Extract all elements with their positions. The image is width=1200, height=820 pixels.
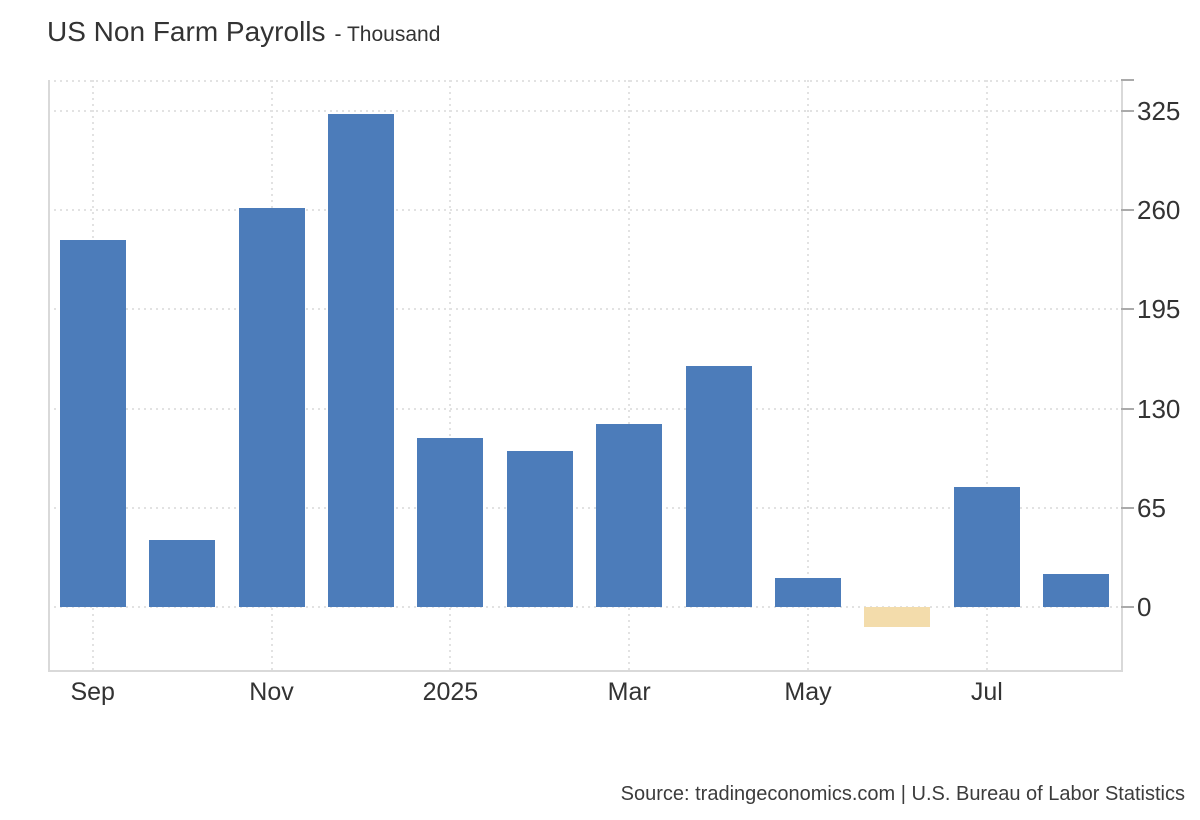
gridline-y-65 (48, 506, 1121, 509)
gridline-y-195 (48, 308, 1121, 311)
bar-apr[interactable] (685, 365, 752, 608)
bar-oct[interactable] (149, 540, 216, 608)
bar-dec[interactable] (327, 113, 394, 608)
source-credit: Source: tradingeconomics.com | U.S. Bure… (620, 783, 1185, 805)
y-axis-label-325: 325 (1137, 95, 1181, 126)
bar-nov[interactable] (238, 208, 305, 608)
x-axis-label-sep: Sep (70, 678, 115, 706)
y-axis-label-260: 260 (1137, 194, 1181, 225)
bar-may[interactable] (775, 578, 842, 608)
gridline-y-260 (48, 208, 1121, 211)
y-axis-label-65: 65 (1137, 492, 1166, 523)
y-axis-top-tick (1121, 79, 1134, 81)
x-axis-label-nov: Nov (249, 678, 294, 706)
gridline-y-0 (48, 606, 1121, 609)
bar-sep[interactable] (59, 240, 126, 608)
y-axis-line (1121, 80, 1123, 672)
y-axis-tick-0 (1121, 606, 1134, 609)
chart-subtitle-text: - Thousand (334, 23, 441, 46)
bar-jul[interactable] (953, 486, 1020, 608)
x-axis-label-may: May (784, 678, 832, 706)
gridline-x-jul (985, 80, 988, 670)
gridline-x-may (807, 80, 810, 670)
gridline-y-325 (48, 109, 1121, 112)
y-axis-tick-260 (1121, 208, 1134, 211)
y-axis-tick-325 (1121, 109, 1134, 112)
y-axis-tick-65 (1121, 506, 1134, 509)
y-axis-label-0: 0 (1137, 592, 1152, 623)
plot-left-border (48, 80, 50, 670)
bar-feb[interactable] (506, 451, 573, 608)
plot-bottom-border (48, 670, 1123, 672)
gridline-x-2025 (449, 80, 452, 670)
chart-title: US Non Farm Payrolls - Thousand (47, 16, 440, 48)
gridline-y-130 (48, 407, 1121, 410)
x-axis-label-jul: Jul (970, 678, 1003, 706)
bar-mar[interactable] (596, 423, 663, 608)
y-axis-tick-130 (1121, 407, 1134, 410)
y-axis-label-195: 195 (1137, 294, 1181, 325)
plot-top-border (48, 80, 1121, 82)
bar-jun[interactable] (864, 607, 931, 628)
x-axis-label-2025: 2025 (422, 678, 479, 706)
chart-title-text: US Non Farm Payrolls (47, 16, 326, 47)
gridline-x-mar (628, 80, 631, 670)
y-axis-tick-195 (1121, 308, 1134, 311)
x-axis-label-mar: Mar (607, 678, 651, 706)
bar-jan[interactable] (417, 437, 484, 608)
y-axis-label-130: 130 (1137, 393, 1181, 424)
bar-aug[interactable] (1043, 573, 1110, 608)
